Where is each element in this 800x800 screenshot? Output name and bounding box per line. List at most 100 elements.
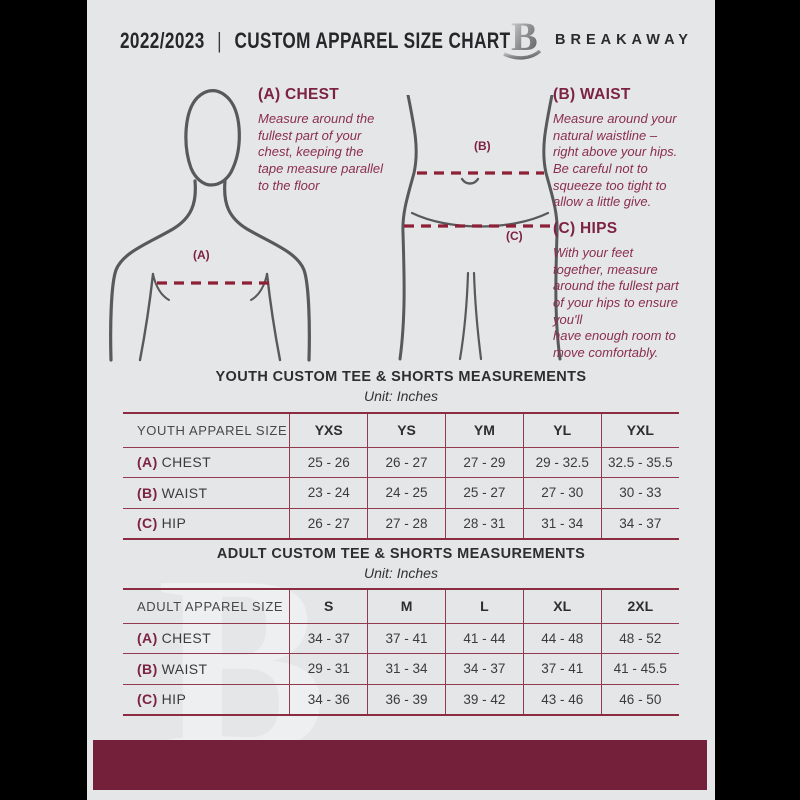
- row-label: HIP: [161, 515, 187, 531]
- cell: 44 - 48: [522, 623, 602, 654]
- table-row: (C) HIP 34 - 36 36 - 39 39 - 42 43 - 46 4…: [123, 684, 679, 715]
- cell: 27 - 30: [522, 477, 602, 508]
- torso-diagram: (A): [107, 86, 312, 362]
- cell: 31 - 34: [367, 653, 446, 684]
- cell: 37 - 41: [367, 623, 446, 654]
- chest-heading: (A) CHEST: [258, 86, 340, 103]
- adult-col-m: M: [367, 589, 446, 623]
- youth-size-table: YOUTH APPAREL SIZE YXS YS YM YL YXL (A) C…: [123, 412, 679, 540]
- row-prefix: (C): [137, 691, 158, 707]
- youth-col-ym: YM: [444, 413, 524, 447]
- adult-hip-label: (C) HIP: [123, 684, 290, 715]
- row-label: CHEST: [161, 630, 212, 647]
- youth-col-yxl: YXL: [600, 413, 679, 447]
- cell: 32.5 - 35.5: [600, 447, 679, 478]
- cell: 29 - 31: [289, 653, 368, 684]
- cell: 34 - 37: [444, 653, 524, 684]
- youth-chest-label: (A) CHEST: [123, 447, 290, 478]
- cell: 34 - 37: [600, 508, 679, 539]
- adult-waist-label: (B) WAIST: [123, 654, 290, 685]
- cell: 36 - 39: [367, 684, 446, 715]
- cell: 30 - 33: [600, 477, 679, 508]
- table-row: (B) WAIST 23 - 24 24 - 25 25 - 27 27 - 30…: [123, 477, 679, 509]
- cell: 41 - 45.5: [600, 653, 679, 684]
- chest-description: Measure around the fullest part of your …: [258, 111, 384, 193]
- row-label: WAIST: [161, 660, 208, 677]
- adult-unit-label: Unit: Inches: [364, 565, 438, 581]
- hips-line-label: (C): [506, 229, 523, 243]
- title-divider: |: [217, 28, 222, 53]
- cell: 34 - 36: [289, 684, 368, 715]
- adult-col-2xl: 2XL: [600, 589, 679, 623]
- waist-heading: (B) WAIST: [553, 86, 631, 103]
- adult-col-l: L: [444, 589, 524, 623]
- youth-col-yxs: YXS: [289, 413, 368, 447]
- season-label: 2022/2023: [120, 28, 205, 53]
- size-chart-page: 2022/2023 | CUSTOM APPAREL SIZE CHART B …: [87, 0, 715, 800]
- cell: 26 - 27: [367, 447, 446, 478]
- row-prefix: (B): [137, 484, 158, 501]
- youth-unit-label: Unit: Inches: [364, 388, 438, 404]
- brand-name: BREAKAWAY: [555, 32, 693, 48]
- youth-hip-label: (C) HIP: [123, 508, 290, 539]
- youth-col-yl: YL: [522, 413, 602, 447]
- hips-description: With your feet together, measure around …: [553, 245, 679, 360]
- table-row: (A) CHEST 34 - 37 37 - 41 41 - 44 44 - 48…: [123, 623, 679, 654]
- cell: 25 - 27: [444, 477, 524, 508]
- chest-line-label: (A): [193, 248, 210, 262]
- adult-chest-label: (A) CHEST: [123, 623, 290, 654]
- breakaway-logo-icon: B: [501, 12, 547, 62]
- waist-description: Measure around your natural waistline – …: [553, 111, 678, 210]
- cell: 46 - 50: [600, 684, 679, 715]
- adult-size-table: ADULT APPAREL SIZE S M L XL 2XL (A) CHEST…: [123, 588, 679, 716]
- cell: 26 - 27: [289, 508, 368, 539]
- table-row: (A) CHEST 25 - 26 26 - 27 27 - 29 29 - 32…: [123, 447, 679, 478]
- row-prefix: (B): [137, 660, 158, 677]
- row-prefix: (A): [137, 630, 158, 647]
- torso-figure-icon: [109, 89, 311, 362]
- cell: 29 - 32.5: [522, 447, 602, 478]
- cell: 27 - 28: [367, 508, 446, 539]
- table-row: (B) WAIST 29 - 31 31 - 34 34 - 37 37 - 41…: [123, 653, 679, 685]
- svg-text:B: B: [511, 14, 538, 59]
- adult-header-row: ADULT APPAREL SIZE S M L XL 2XL: [123, 589, 679, 623]
- waist-instructions: (B) WAIST Measure around your natural wa…: [553, 86, 711, 211]
- cell: 34 - 37: [289, 623, 368, 654]
- cell: 39 - 42: [444, 684, 524, 715]
- row-label: WAIST: [161, 484, 208, 501]
- cell: 28 - 31: [444, 508, 524, 539]
- page-title: 2022/2023 | CUSTOM APPAREL SIZE CHART: [120, 28, 511, 54]
- footer-bar: [93, 740, 707, 790]
- cell: 31 - 34: [522, 508, 602, 539]
- row-prefix: (C): [137, 515, 158, 531]
- hips-instructions: (C) HIPS With your feet together, measur…: [553, 220, 715, 361]
- cell: 23 - 24: [289, 477, 368, 508]
- row-label: HIP: [161, 691, 187, 707]
- table-row: (C) HIP 26 - 27 27 - 28 28 - 31 31 - 34 3…: [123, 508, 679, 539]
- cell: 24 - 25: [367, 477, 446, 508]
- chest-instructions: (A) CHEST Measure around the fullest par…: [258, 86, 398, 194]
- adult-size-header: ADULT APPAREL SIZE: [137, 598, 284, 614]
- youth-size-header: YOUTH APPAREL SIZE: [137, 422, 288, 438]
- cell: 41 - 44: [444, 623, 524, 654]
- adult-col-s: S: [289, 589, 368, 623]
- row-prefix: (A): [137, 454, 158, 471]
- hips-heading: (C) HIPS: [553, 220, 618, 237]
- youth-section-title: YOUTH CUSTOM TEE & SHORTS MEASUREMENTS: [215, 369, 587, 385]
- lower-body-figure-icon: [398, 95, 562, 361]
- chart-title: CUSTOM APPAREL SIZE CHART: [234, 28, 511, 53]
- cell: 37 - 41: [522, 653, 602, 684]
- youth-header-row: YOUTH APPAREL SIZE YXS YS YM YL YXL: [123, 413, 679, 447]
- waist-line-label: (B): [474, 139, 491, 153]
- adult-col-xl: XL: [522, 589, 602, 623]
- row-label: CHEST: [161, 454, 212, 471]
- cell: 25 - 26: [289, 447, 368, 478]
- youth-col-ys: YS: [367, 413, 446, 447]
- youth-waist-label: (B) WAIST: [123, 478, 290, 509]
- cell: 48 - 52: [600, 623, 679, 654]
- cell: 43 - 46: [522, 684, 602, 715]
- logo-b-icon: B: [503, 14, 542, 60]
- cell: 27 - 29: [444, 447, 524, 478]
- lower-body-diagram: (B) (C): [394, 95, 566, 361]
- adult-section-title: ADULT CUSTOM TEE & SHORTS MEASUREMENTS: [216, 546, 586, 562]
